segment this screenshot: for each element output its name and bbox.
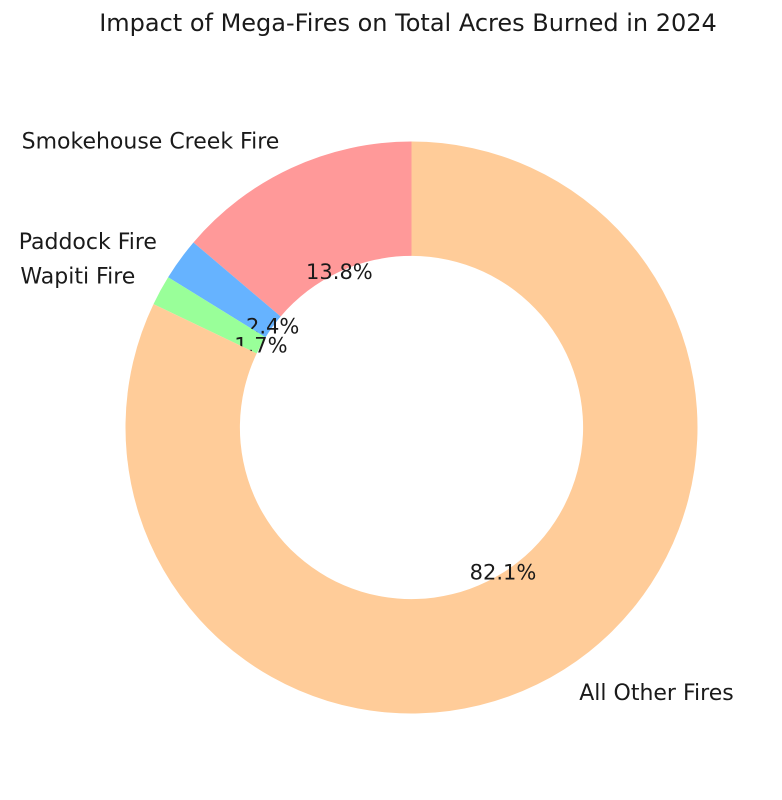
slice-label: All Other Fires: [579, 681, 733, 706]
slice-label: Smokehouse Creek Fire: [22, 130, 280, 155]
slice-label: Wapiti Fire: [20, 264, 135, 289]
chart-title: Impact of Mega-Fires on Total Acres Burn…: [99, 9, 717, 37]
pie-slice: [193, 141, 412, 317]
slice-label: Paddock Fire: [19, 230, 157, 255]
pie-slice: [153, 277, 266, 354]
pie-slice: [125, 141, 698, 714]
pie-slice: [168, 242, 281, 338]
slice-pct-label: 82.1%: [470, 561, 537, 585]
slice-pct-label: 13.8%: [306, 260, 373, 284]
